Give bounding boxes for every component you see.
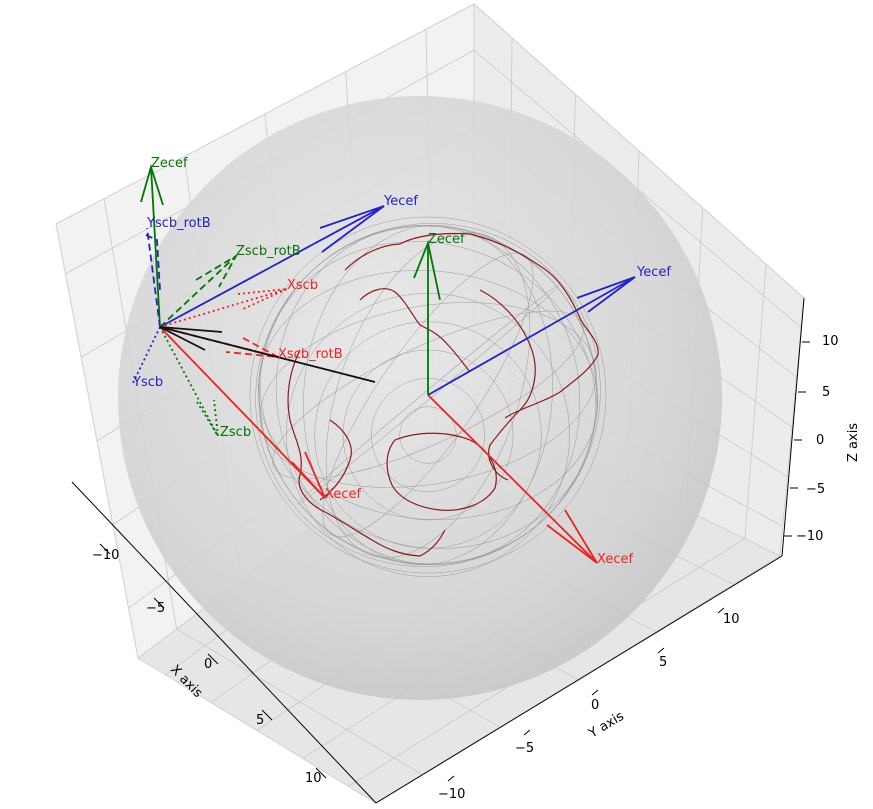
z-tick-label: −5 <box>806 482 825 497</box>
body-axis-line <box>159 326 206 351</box>
vector-yscb-line <box>132 326 161 384</box>
earth-parallel <box>399 406 457 464</box>
earth-meridian <box>259 302 597 488</box>
tick-marks <box>99 341 810 782</box>
y-tick-label: −5 <box>515 741 534 756</box>
vector-label-zscb: Zscb <box>220 425 251 440</box>
x-tick-labels: −10 −5 0 5 10 <box>92 548 322 786</box>
z-tick-label: 5 <box>822 385 830 400</box>
y-tick-label: 5 <box>659 655 667 670</box>
earth-meridian <box>259 225 597 565</box>
vector-label-yscb: Yscb <box>132 375 163 390</box>
vector-xscb-line <box>159 288 288 328</box>
z-axis-title: Z axis <box>846 423 861 462</box>
vector-zecef-arrowhead <box>140 163 164 206</box>
y-tick-label: 0 <box>591 698 599 713</box>
y-tick-labels: −10 −5 0 5 10 <box>438 612 740 802</box>
vector-label-yecef-sc: Yecef <box>383 194 418 209</box>
earth-meridian <box>258 225 598 565</box>
coastline-americas <box>287 349 446 557</box>
x-tick-label: 0 <box>204 657 212 672</box>
vector-label-xecef-origin: Xecef <box>597 552 633 567</box>
x-tick-label: 10 <box>305 771 322 786</box>
vector-zscb-line <box>159 326 219 437</box>
vector-zecef-arrowhead <box>413 239 441 301</box>
earth-outline <box>249 216 607 574</box>
vector-yscb-rotb-arrowhead <box>145 234 161 291</box>
vector-yecef-line <box>427 276 636 396</box>
x-tick-label: −5 <box>146 601 165 616</box>
z-tick-label: −10 <box>796 529 823 544</box>
right-pane-gridline <box>744 264 767 539</box>
earth-meridian <box>303 225 553 565</box>
z-tick-labels: −10 −5 0 5 10 <box>796 334 839 544</box>
earth-meridian <box>258 270 598 520</box>
vector-labels: Xecef Yecef Zecef Xecef Yecef Zecef Xscb… <box>132 156 671 567</box>
z-axis-line <box>781 297 805 557</box>
coastline-antarctica <box>386 432 497 511</box>
vector-zscb-rotb-arrowhead <box>195 253 239 288</box>
coastline-north <box>344 232 599 419</box>
vector-xecef-arrowhead <box>546 509 598 564</box>
y-tick <box>717 607 725 614</box>
vector-label-yecef-origin: Yecef <box>636 265 671 280</box>
x-tick <box>99 543 111 555</box>
translucent-sphere <box>118 96 722 700</box>
earth-meridian <box>275 225 581 565</box>
x-tick-label: 5 <box>256 713 264 728</box>
vector-label-yscb-rotb: Yscb_rotB <box>146 216 211 231</box>
vector-xecef-line <box>427 394 598 564</box>
earth-meridian <box>272 310 584 480</box>
body-axis-line <box>159 326 376 383</box>
x-tick <box>153 597 165 609</box>
x-tick-label: −10 <box>92 548 119 563</box>
z-tick-label: 10 <box>822 334 839 349</box>
vector-label-zscb-rotb: Zscb_rotB <box>236 244 301 259</box>
y-tick <box>657 647 665 654</box>
vector-zecef-line <box>150 166 161 328</box>
vector-label-xscb: Xscb <box>287 278 318 293</box>
z-tick-label: 0 <box>816 433 824 448</box>
y-tick <box>447 775 455 782</box>
vector-yscb-rotb-line <box>146 227 161 328</box>
vector-group <box>132 163 636 564</box>
vector-label-xecef-sc: Xecef <box>325 487 361 502</box>
vector-yecef-line <box>159 205 385 328</box>
x-tick <box>315 767 327 779</box>
vector-xecef-arrowhead <box>291 451 326 499</box>
vector-xscb-arrowhead <box>237 288 288 311</box>
earth-meridian <box>325 232 531 558</box>
vector-xecef-line <box>159 326 326 499</box>
x-axis-line <box>71 481 377 804</box>
coastlines <box>287 232 599 557</box>
coastline-pacific <box>319 419 352 501</box>
vector-zscb-rotb-line <box>159 255 237 328</box>
vector-label-zecef-origin: Zecef <box>428 232 465 247</box>
y-tick-label: 10 <box>723 612 740 627</box>
coastline-europe <box>359 288 471 373</box>
axis-lines <box>71 297 805 804</box>
body-axis-line <box>159 326 223 333</box>
vector-label-zecef-sc: Zecef <box>151 156 188 171</box>
vector-label-xscb-rotb: Xscb_rotB <box>278 347 343 362</box>
y-axis-line <box>375 555 783 804</box>
y-tick-label: −10 <box>438 787 465 802</box>
earth-meridian <box>322 252 534 538</box>
vector-yecef-arrowhead <box>576 276 636 313</box>
x-tick <box>207 653 219 665</box>
y-tick <box>523 729 531 736</box>
x-tick <box>261 709 273 721</box>
y-tick <box>591 689 599 696</box>
y-axis-title: Y axis <box>585 709 626 742</box>
vector-yecef-arrowhead <box>319 205 385 253</box>
